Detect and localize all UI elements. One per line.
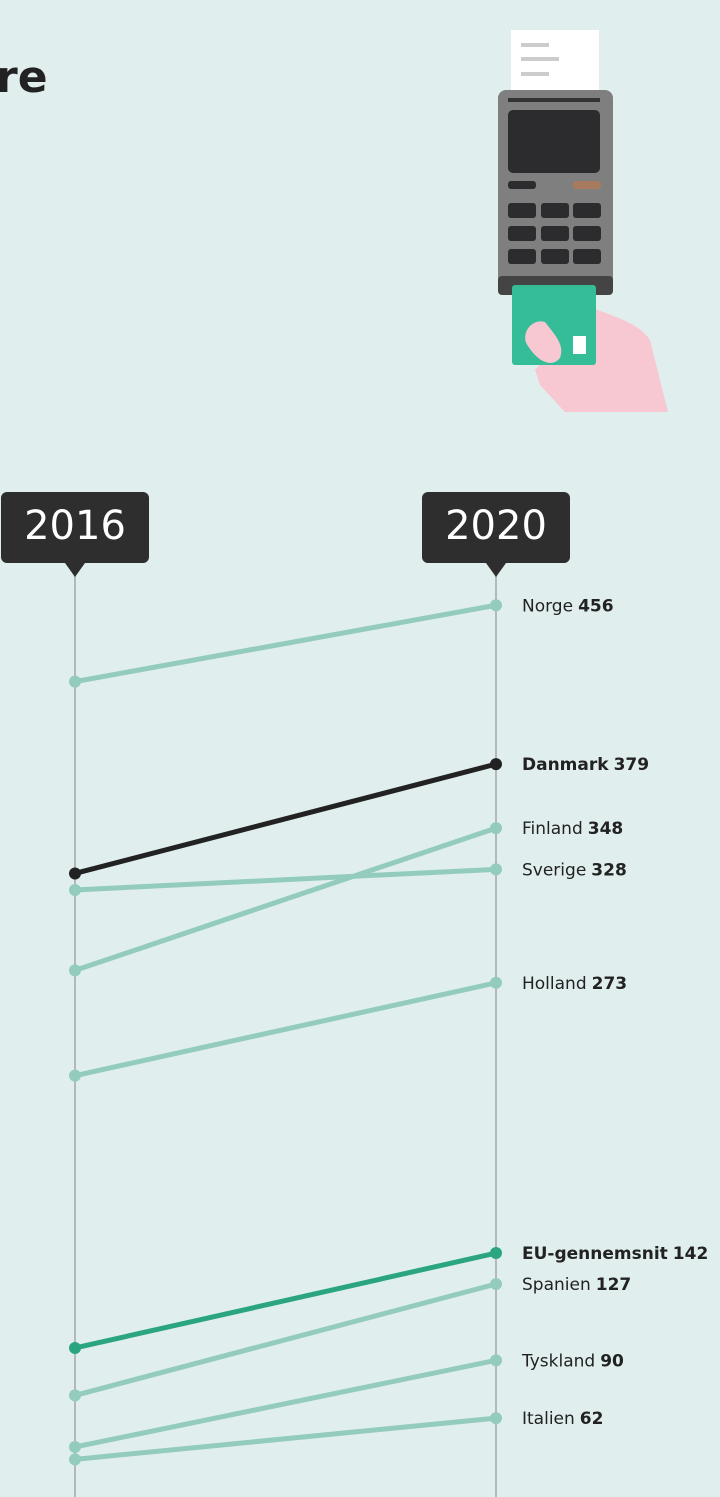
series-name: Sverige <box>522 860 586 880</box>
chart-title: re <box>0 52 48 103</box>
series-name: Danmark <box>522 755 609 775</box>
slope-point <box>69 1441 81 1453</box>
slope-point <box>490 1247 502 1259</box>
slope-point <box>490 1278 502 1290</box>
slope-point <box>69 1342 81 1354</box>
series-value: 90 <box>600 1351 624 1371</box>
series-value: 328 <box>591 860 627 880</box>
series-name: Norge <box>522 596 573 616</box>
year-label: 2020 <box>445 503 547 549</box>
series-name: Spanien <box>522 1275 591 1295</box>
series-value: 142 <box>673 1244 709 1264</box>
series-value: 379 <box>614 755 650 775</box>
slope-point <box>69 676 81 688</box>
slope-point <box>69 884 81 896</box>
series-value: 127 <box>596 1275 632 1295</box>
slope-point <box>490 1354 502 1366</box>
slope-point <box>69 1070 81 1082</box>
series-name: Holland <box>522 974 587 994</box>
slope-point <box>69 1453 81 1465</box>
series-name: Tyskland <box>521 1351 595 1371</box>
slope-point <box>69 867 81 879</box>
slope-point <box>490 758 502 770</box>
year-label: 2016 <box>24 503 126 549</box>
slope-point <box>490 1412 502 1424</box>
slope-point <box>490 599 502 611</box>
page: re 2016 2020 Norge456 Danmark379 Finland348 S… <box>0 0 720 1497</box>
series-name: EU-gennemsnit <box>522 1244 668 1264</box>
series-value: 273 <box>592 974 628 994</box>
slope-point <box>69 1389 81 1401</box>
chart: re 2016 2020 Norge456 Danmark379 Finland348 S… <box>0 0 720 1497</box>
series-name: Finland <box>522 819 583 839</box>
slope-point <box>490 977 502 989</box>
series-value: 456 <box>578 596 614 616</box>
series-value: 62 <box>580 1409 604 1429</box>
slope-point <box>490 822 502 834</box>
series-name: Italien <box>522 1409 575 1429</box>
slope-point <box>69 964 81 976</box>
slope-point <box>490 863 502 875</box>
series-value: 348 <box>588 819 624 839</box>
